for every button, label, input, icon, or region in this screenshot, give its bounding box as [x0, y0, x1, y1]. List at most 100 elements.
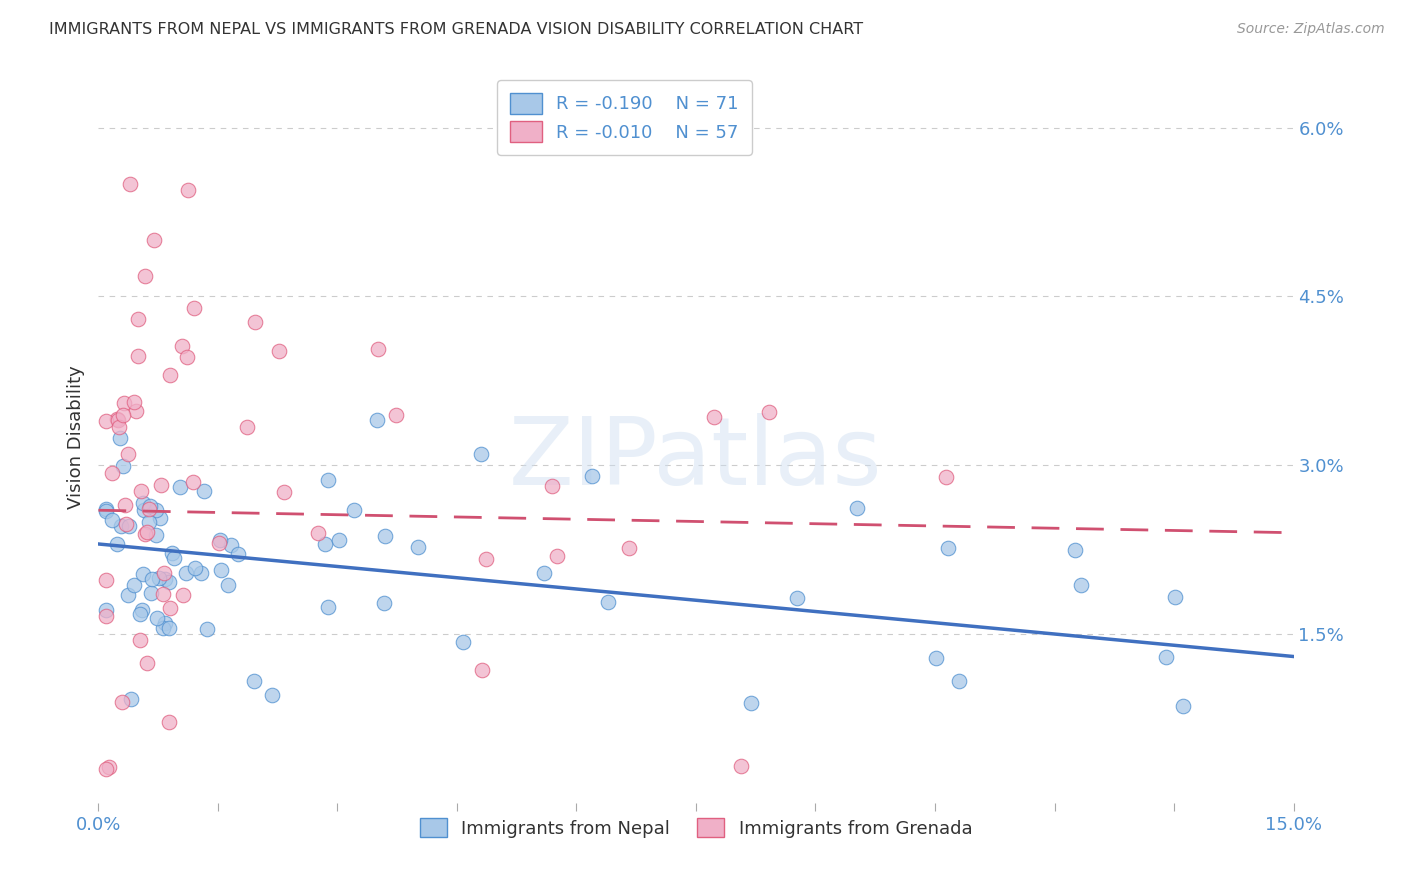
Point	[845, 501, 868, 516]
Point	[1064, 543, 1087, 558]
Point	[111, 694, 134, 708]
Point	[208, 533, 231, 547]
Point	[146, 611, 169, 625]
Point	[183, 301, 205, 315]
Point	[101, 466, 124, 480]
Point	[101, 513, 124, 527]
Point	[262, 688, 284, 702]
Y-axis label: Vision Disability: Vision Disability	[66, 365, 84, 509]
Point	[193, 484, 215, 499]
Point	[163, 550, 186, 565]
Point	[453, 635, 475, 649]
Point	[125, 404, 148, 418]
Point	[343, 502, 366, 516]
Point	[758, 405, 780, 419]
Point	[162, 546, 184, 560]
Point	[243, 673, 266, 688]
Point	[110, 519, 132, 533]
Point	[217, 578, 239, 592]
Point	[208, 536, 231, 550]
Point	[366, 413, 388, 427]
Point	[96, 574, 118, 588]
Point	[152, 621, 174, 635]
Point	[138, 515, 160, 529]
Point	[134, 268, 156, 283]
Point	[546, 549, 568, 564]
Text: ZIPatlas: ZIPatlas	[509, 413, 883, 505]
Point	[153, 572, 176, 586]
Point	[124, 578, 146, 592]
Point	[219, 538, 242, 552]
Point	[114, 499, 136, 513]
Point	[153, 616, 176, 631]
Point	[107, 413, 129, 427]
Point	[786, 591, 808, 605]
Point	[152, 566, 174, 580]
Point	[408, 540, 430, 554]
Point	[96, 502, 118, 516]
Point	[925, 650, 948, 665]
Legend: Immigrants from Nepal, Immigrants from Grenada: Immigrants from Nepal, Immigrants from G…	[412, 811, 980, 845]
Point	[475, 552, 498, 566]
Point	[209, 563, 232, 577]
Point	[131, 567, 153, 582]
Point	[935, 470, 957, 484]
Point	[136, 525, 159, 540]
Point	[152, 587, 174, 601]
Point	[181, 475, 204, 489]
Point	[157, 574, 180, 589]
Point	[129, 632, 152, 647]
Point	[703, 410, 725, 425]
Point	[96, 414, 118, 428]
Point	[129, 484, 152, 499]
Point	[117, 588, 139, 602]
Point	[131, 603, 153, 617]
Point	[374, 528, 396, 542]
Point	[176, 350, 198, 364]
Point	[170, 339, 193, 353]
Point	[1171, 699, 1194, 714]
Point	[96, 603, 118, 617]
Point	[138, 500, 160, 514]
Point	[183, 561, 205, 575]
Point	[157, 621, 180, 635]
Point	[1070, 578, 1092, 592]
Point	[107, 537, 129, 551]
Point	[141, 572, 163, 586]
Point	[314, 537, 336, 551]
Point	[159, 368, 181, 383]
Point	[228, 547, 250, 561]
Point	[127, 349, 149, 363]
Point	[619, 541, 641, 555]
Point	[117, 447, 139, 461]
Point	[115, 517, 138, 532]
Point	[159, 600, 181, 615]
Point	[96, 608, 118, 623]
Point	[138, 502, 160, 516]
Point	[1154, 649, 1177, 664]
Point	[148, 571, 170, 585]
Point	[172, 588, 194, 602]
Point	[236, 419, 259, 434]
Point	[157, 714, 180, 729]
Point	[273, 484, 295, 499]
Point	[118, 518, 141, 533]
Point	[169, 480, 191, 494]
Point	[541, 479, 564, 493]
Text: Source: ZipAtlas.com: Source: ZipAtlas.com	[1237, 22, 1385, 37]
Point	[190, 566, 212, 581]
Point	[195, 622, 218, 636]
Point	[149, 511, 172, 525]
Point	[384, 409, 406, 423]
Point	[134, 526, 156, 541]
Point	[134, 503, 156, 517]
Point	[471, 663, 494, 677]
Point	[316, 600, 339, 615]
Point	[177, 183, 200, 197]
Point	[598, 595, 620, 609]
Point	[328, 533, 350, 547]
Point	[245, 315, 267, 329]
Point	[316, 473, 339, 487]
Point	[96, 503, 118, 517]
Point	[267, 344, 290, 359]
